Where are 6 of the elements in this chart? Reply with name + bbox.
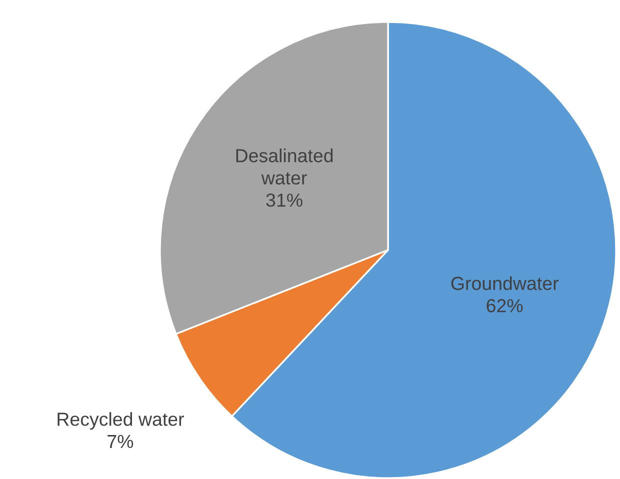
data-label: 7% (108, 434, 134, 448)
data-label: 62% (486, 299, 523, 312)
slice-label: Recycled water (58, 412, 184, 430)
data-label: 31% (266, 194, 302, 207)
slice-label: Groundwater (451, 276, 558, 290)
slice-label: Desalinated water (236, 148, 333, 185)
